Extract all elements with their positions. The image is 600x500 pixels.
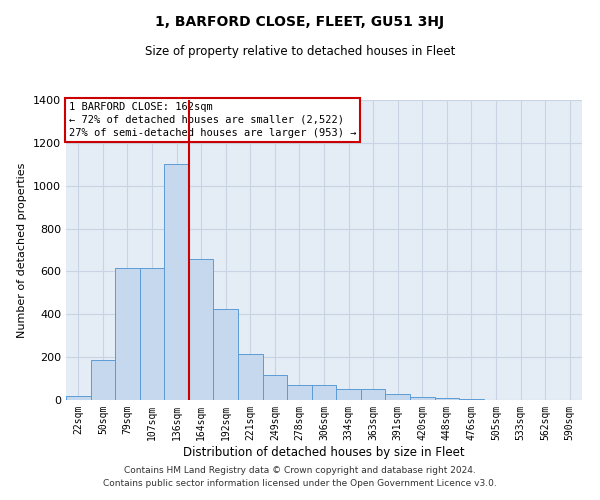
Text: 1, BARFORD CLOSE, FLEET, GU51 3HJ: 1, BARFORD CLOSE, FLEET, GU51 3HJ [155, 15, 445, 29]
Bar [66, 396, 91, 400]
Text: Contains HM Land Registry data © Crown copyright and database right 2024.
Contai: Contains HM Land Registry data © Crown c… [103, 466, 497, 487]
Y-axis label: Number of detached properties: Number of detached properties [17, 162, 28, 338]
Bar [238, 354, 263, 400]
Bar [287, 385, 312, 400]
Bar [115, 268, 140, 400]
Bar [459, 399, 484, 400]
X-axis label: Distribution of detached houses by size in Fleet: Distribution of detached houses by size … [183, 446, 465, 458]
Bar [91, 360, 115, 400]
Bar [214, 309, 238, 400]
Text: 1 BARFORD CLOSE: 162sqm
← 72% of detached houses are smaller (2,522)
27% of semi: 1 BARFORD CLOSE: 162sqm ← 72% of detache… [68, 102, 356, 138]
Bar [434, 398, 459, 400]
Bar [140, 268, 164, 400]
Bar [263, 376, 287, 400]
Bar [312, 385, 336, 400]
Bar [189, 258, 214, 400]
Bar [385, 394, 410, 400]
Bar [410, 398, 434, 400]
Bar [336, 390, 361, 400]
Bar [164, 164, 189, 400]
Text: Size of property relative to detached houses in Fleet: Size of property relative to detached ho… [145, 45, 455, 58]
Bar [361, 390, 385, 400]
